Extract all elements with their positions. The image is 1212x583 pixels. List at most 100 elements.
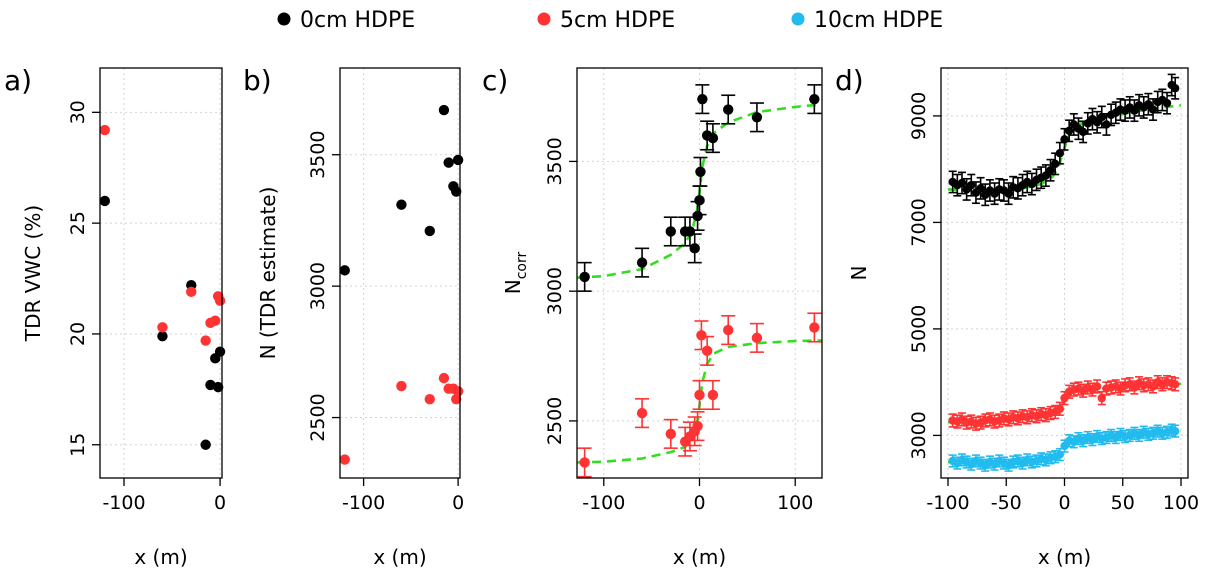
data-point — [452, 386, 464, 397]
data-point — [723, 104, 734, 115]
x-tick-label: 0 — [214, 492, 226, 514]
plot-frame — [339, 67, 461, 479]
data-point — [579, 457, 590, 468]
data-point — [636, 257, 648, 268]
data-point — [214, 295, 226, 306]
data-point — [701, 345, 713, 357]
data-point — [1060, 135, 1069, 144]
data-point — [212, 381, 224, 393]
data-point — [751, 112, 763, 123]
data-point — [579, 271, 590, 283]
data-point — [396, 380, 407, 392]
data-point — [707, 132, 719, 144]
y-axis-label: N — [847, 266, 871, 281]
y-tick-label: 5000 — [908, 305, 930, 353]
data-point — [1064, 126, 1074, 136]
legend-item: 10cm HDPE — [791, 8, 943, 33]
data-point — [1004, 189, 1013, 198]
data-point — [1148, 105, 1158, 114]
panel-a: -100 0 15 20 25 30 x (m) TDR VWC (%) a) — [4, 64, 226, 569]
data-point — [1060, 393, 1069, 403]
data-point — [695, 166, 706, 177]
data-point — [723, 324, 734, 336]
data-point — [157, 322, 168, 333]
y-tick-label: 3000 — [544, 267, 566, 315]
data-point — [692, 420, 703, 432]
data-point — [451, 186, 462, 197]
panel-label: b) — [243, 64, 272, 97]
x-tick-label: -100 — [102, 492, 145, 514]
panel-label: c) — [482, 64, 508, 97]
y-axis-label: N (TDR estimate) — [256, 187, 280, 360]
data-point — [210, 315, 221, 326]
y-tick-label: 20 — [67, 322, 89, 346]
data-point — [1170, 380, 1180, 389]
data-point — [424, 225, 435, 237]
x-tick-label: -50 — [991, 492, 1022, 514]
legend: 0cm HDPE 5cm HDPE 10cm HDPE — [277, 8, 943, 33]
legend-item: 0cm HDPE — [277, 8, 415, 33]
data-point — [99, 124, 111, 136]
panel-d: -100 -50 0 50 100 3000 5000 7000 9000 x (m) Nd) — [835, 64, 1199, 569]
data-point — [1097, 393, 1106, 403]
x-tick-label: 100 — [777, 492, 813, 514]
data-point — [438, 104, 450, 116]
data-point — [157, 330, 168, 342]
data-point — [694, 195, 705, 206]
y-tick-label: 25 — [67, 211, 89, 235]
panels: -100 0 15 20 25 30 x (m) TDR VWC (%) a) -100 0 2500… — [4, 64, 1199, 569]
y-tick-label: 7000 — [908, 198, 930, 246]
data-point — [1102, 120, 1111, 129]
data-point — [339, 454, 350, 465]
legend-item: 5cm HDPE — [537, 8, 675, 33]
legend-label: 0cm HDPE — [300, 8, 415, 33]
y-tick-label: 2500 — [307, 393, 329, 441]
x-tick-label: 100 — [1163, 492, 1199, 514]
data-point — [339, 265, 350, 276]
data-point — [214, 346, 226, 357]
y-tick-label: 2500 — [544, 397, 566, 445]
x-tick-label: 0 — [693, 492, 705, 514]
y-tick-label: 3500 — [307, 131, 329, 179]
plot-frame — [99, 67, 223, 479]
data-point — [707, 389, 719, 401]
y-axis-label: TDR VWC (%) — [21, 205, 45, 342]
data-point — [976, 184, 985, 193]
data-point — [809, 322, 820, 333]
panel-b: -100 0 2500 3000 3500 x (m) N (TDR estimate) b) — [243, 64, 464, 569]
data-point — [443, 157, 454, 168]
data-point — [665, 428, 676, 440]
y-axis-label: Ncorr — [501, 252, 530, 295]
y-tick-label: 3000 — [908, 411, 930, 459]
data-point — [1055, 404, 1065, 413]
data-point — [438, 372, 450, 384]
data-point — [452, 154, 464, 166]
data-point — [1046, 166, 1055, 175]
x-axis-label: x (m) — [373, 545, 426, 569]
data-point — [1078, 127, 1088, 137]
data-point — [689, 243, 700, 254]
data-point — [99, 195, 111, 207]
x-axis-label: x (m) — [673, 545, 726, 569]
data-point — [692, 210, 703, 222]
data-point — [697, 93, 708, 105]
legend-marker — [537, 12, 551, 26]
panel-label: d) — [835, 64, 864, 97]
data-point — [809, 93, 820, 105]
x-tick-label: 50 — [1111, 492, 1135, 514]
y-tick-label: 30 — [67, 100, 89, 124]
data-point — [1050, 159, 1060, 169]
x-tick-label: -100 — [342, 492, 385, 514]
panel-c: -100 0 100 2500 3000 3500 x (m) Ncorr c) — [482, 64, 823, 569]
data-point — [186, 286, 197, 298]
x-tick-label: -100 — [926, 492, 969, 514]
data-point — [636, 407, 648, 419]
data-point — [1097, 112, 1106, 122]
y-tick-label: 9000 — [908, 92, 930, 140]
y-tick-label: 3000 — [307, 262, 329, 310]
data-point — [200, 439, 211, 450]
data-point — [396, 199, 407, 210]
data-point — [1055, 148, 1065, 158]
data-point — [1170, 426, 1180, 436]
